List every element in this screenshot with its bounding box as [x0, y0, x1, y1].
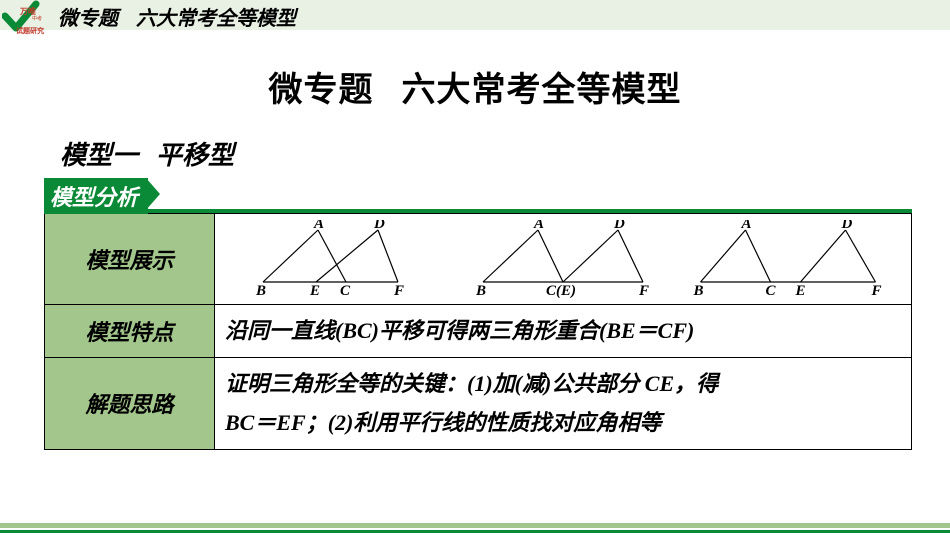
- svg-text:F: F: [871, 283, 882, 298]
- svg-text:D: D: [613, 220, 625, 232]
- svg-text:D: D: [841, 220, 853, 232]
- svg-text:F: F: [638, 283, 649, 298]
- diagram-2: A D B C(E) F: [453, 220, 673, 298]
- svg-text:E: E: [795, 283, 806, 298]
- main-title-a: 微专题: [269, 72, 374, 109]
- diagram-3: A D B C E F: [678, 220, 898, 298]
- model-table: 模型展示 A D B E C F: [44, 213, 912, 450]
- svg-text:中考: 中考: [32, 15, 42, 22]
- row3-line2: BC＝EF；(2)利用平行线的性质找对应角相等: [225, 410, 661, 435]
- svg-text:B: B: [475, 283, 486, 298]
- diagram-row: A D B E C F A D B C(E) F: [225, 220, 901, 298]
- header-title-b: 六大常考全等模型: [136, 8, 296, 30]
- subtitle: 模型一平移型: [60, 135, 950, 172]
- subtitle-a: 模型一: [60, 141, 138, 170]
- row1-content: A D B E C F A D B C(E) F: [215, 214, 912, 305]
- page-title: 微专题六大常考全等模型: [0, 62, 950, 111]
- row2-header: 模型特点: [45, 305, 215, 358]
- table-row: 解题思路 证明三角形全等的关键：(1)加(减)公共部分 CE，得 BC＝EF；(…: [45, 357, 912, 449]
- svg-text:万唯: 万唯: [19, 6, 36, 16]
- table-row: 模型展示 A D B E C F: [45, 214, 912, 305]
- svg-text:C: C: [766, 283, 777, 298]
- svg-text:C: C: [340, 283, 351, 298]
- row3-header: 解题思路: [45, 357, 215, 449]
- table-row: 模型特点 沿同一直线(BC)平移可得两三角形重合(BE＝CF): [45, 305, 912, 358]
- row1-header: 模型展示: [45, 214, 215, 305]
- svg-text:A: A: [741, 220, 752, 232]
- header-title-a: 微专题: [58, 8, 118, 30]
- svg-text:C(E): C(E): [546, 283, 576, 298]
- header-bar: 万唯 中考 试题研究 微专题六大常考全等模型: [0, 0, 950, 30]
- row3-content: 证明三角形全等的关键：(1)加(减)公共部分 CE，得 BC＝EF；(2)利用平…: [215, 357, 912, 449]
- row3-line1: 证明三角形全等的关键：(1)加(减)公共部分 CE，得: [225, 371, 718, 396]
- logo: 万唯 中考 试题研究: [2, 0, 52, 36]
- svg-text:试题研究: 试题研究: [16, 26, 44, 35]
- main-title-b: 六大常考全等模型: [402, 72, 682, 109]
- svg-text:A: A: [533, 220, 544, 232]
- svg-text:A: A: [313, 220, 324, 232]
- footer-bar: [0, 523, 950, 535]
- svg-text:B: B: [255, 283, 266, 298]
- tag-arrow-icon: [146, 178, 160, 210]
- tag-row: 模型分析: [44, 178, 950, 210]
- subtitle-b: 平移型: [156, 141, 234, 170]
- header-title: 微专题六大常考全等模型: [58, 2, 296, 31]
- row2-content: 沿同一直线(BC)平移可得两三角形重合(BE＝CF): [215, 305, 912, 358]
- diagram-1: A D B E C F: [228, 220, 448, 298]
- analysis-tag: 模型分析: [44, 178, 148, 214]
- svg-text:F: F: [393, 283, 404, 298]
- svg-text:E: E: [309, 283, 320, 298]
- svg-text:D: D: [373, 220, 385, 232]
- svg-text:B: B: [693, 283, 704, 298]
